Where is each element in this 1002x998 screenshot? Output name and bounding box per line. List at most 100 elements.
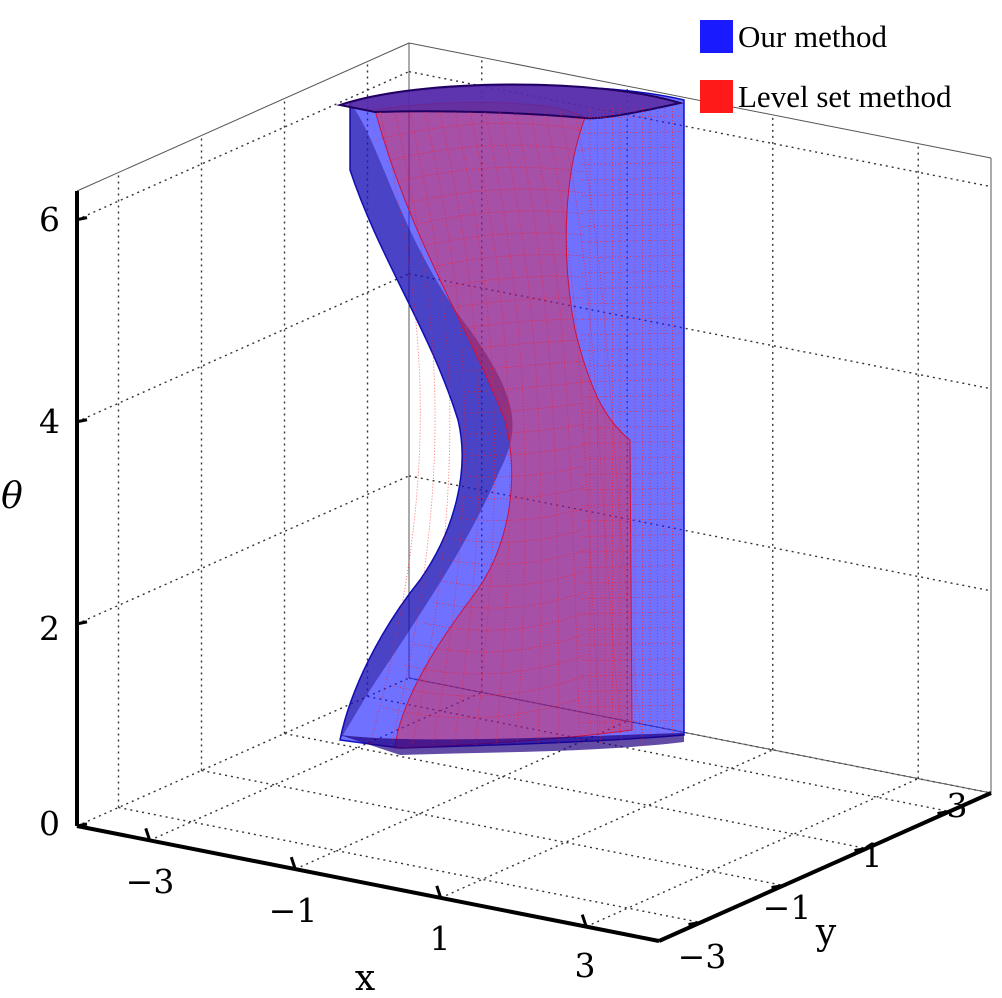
our-method-shadow <box>340 103 513 740</box>
level-set-mesh-line <box>581 410 685 413</box>
level-set-mesh-line <box>581 503 685 506</box>
level-set-mesh-line <box>448 549 586 565</box>
level-set-mesh-line <box>581 456 685 460</box>
z-tick-label: 0 <box>39 804 60 843</box>
z-tick-mark <box>76 418 88 424</box>
level-set-mesh-line <box>581 301 685 305</box>
level-set-mesh-line <box>454 111 496 746</box>
grid-line <box>585 777 919 928</box>
level-set-mesh-line <box>514 111 560 746</box>
z-tick-mark <box>76 216 88 222</box>
level-set-mesh-line <box>369 111 421 746</box>
level-set-mesh-line <box>465 360 586 372</box>
level-set-mesh-line <box>424 612 586 631</box>
level-set-mesh-line <box>581 379 685 382</box>
x-tick-mark <box>580 914 588 928</box>
legend-label-level-set-method: Level set method <box>738 79 952 114</box>
grid-line <box>149 691 483 842</box>
level-set-mesh-line <box>581 286 685 289</box>
y-tick-labels: −3 −1 1 3 <box>678 786 968 976</box>
legend-swatch-our-method <box>700 20 733 53</box>
level-set-mesh-line <box>581 627 685 630</box>
y-axis-line <box>658 791 992 943</box>
level-set-mesh-line <box>404 654 586 675</box>
level-set-mesh-line <box>581 549 685 553</box>
level-set-mesh-line <box>581 580 685 584</box>
level-set-mesh-line <box>469 423 586 435</box>
level-set-mesh-line <box>424 111 466 746</box>
level-set-mesh-line <box>544 111 602 746</box>
level-set-mesh-line <box>456 318 586 330</box>
y-tick-mark <box>688 921 701 926</box>
z-tick-label: 4 <box>39 402 60 441</box>
level-set-mesh-line <box>581 177 685 181</box>
grid-line <box>76 475 410 625</box>
level-set-mesh-line <box>581 596 685 599</box>
level-set-mesh-line <box>581 472 685 475</box>
legend-label-our-method: Our method <box>738 19 887 54</box>
z-tick-mark <box>76 620 88 626</box>
level-set-mesh-line <box>581 642 685 646</box>
y-tick-label: −3 <box>678 937 727 976</box>
level-set-mesh-line <box>499 111 542 746</box>
level-set-mesh-line <box>581 518 685 522</box>
grid-line <box>294 720 628 870</box>
level-set-mesh-line <box>450 297 586 309</box>
x-tick-label: −1 <box>269 891 318 930</box>
level-set-mesh-line <box>581 239 685 243</box>
level-set-mesh-line <box>581 565 685 568</box>
y-tick-mark <box>854 847 867 852</box>
level-set-mesh-line <box>581 348 685 351</box>
level-set-mesh-line <box>469 402 586 414</box>
level-set-mesh-line <box>441 570 586 587</box>
z-tick-mark <box>76 822 88 828</box>
level-set-mesh-line <box>581 673 685 677</box>
level-set-mesh-line <box>581 317 685 320</box>
axes <box>75 191 992 943</box>
bottom-cap <box>340 733 684 755</box>
level-set-mesh-line <box>468 381 586 393</box>
level-set-mesh-line <box>581 146 685 150</box>
level-set-mesh-line <box>581 394 685 398</box>
grid-line <box>76 273 410 423</box>
x-tick-mark <box>435 885 443 899</box>
level-set-mesh-line <box>581 270 685 274</box>
level-set-mesh-line <box>427 232 586 246</box>
level-set-mesh-line <box>581 115 685 119</box>
level-set-mesh-line <box>559 111 623 746</box>
level-set-mesh-line <box>418 210 586 225</box>
level-set-mesh-line <box>581 332 685 336</box>
level-set-mesh-line <box>581 534 685 537</box>
y-tick-label: −1 <box>763 888 812 927</box>
y-axis-label: y <box>815 912 837 953</box>
level-set-mesh-line <box>436 254 586 267</box>
level-set-mesh-line <box>408 188 586 204</box>
level-set-mesh-line <box>581 224 685 227</box>
x-tick-label: 3 <box>575 946 596 985</box>
x-tick-mark <box>289 856 297 870</box>
level-set-mesh-line <box>581 689 685 692</box>
level-set-mesh-line <box>467 465 586 478</box>
level-set-mesh-line <box>581 487 685 491</box>
y-tick-mark <box>771 884 784 889</box>
level-set-mesh-line <box>390 111 436 746</box>
legend-swatch-level-set-method <box>700 80 733 113</box>
level-set-mesh-line <box>393 675 586 697</box>
level-set-mesh-line <box>574 111 644 746</box>
z-tick-labels: 0 2 4 6 <box>39 200 60 843</box>
level-set-mesh-line <box>484 111 526 746</box>
level-set-mesh-line <box>469 444 586 456</box>
top-cap <box>336 83 684 120</box>
z-tick-label: 6 <box>39 200 60 239</box>
grid-line <box>440 749 774 899</box>
level-set-mesh-line <box>529 111 581 746</box>
grid-line <box>76 70 410 221</box>
level-set-mesh-line <box>581 441 685 444</box>
box-edge <box>76 42 410 192</box>
grid-line <box>118 806 701 924</box>
level-set-mesh-line <box>581 255 685 258</box>
level-set-mesh-line <box>581 193 685 196</box>
level-set-mesh-line <box>581 720 685 723</box>
level-set-mesh-line <box>581 363 685 367</box>
